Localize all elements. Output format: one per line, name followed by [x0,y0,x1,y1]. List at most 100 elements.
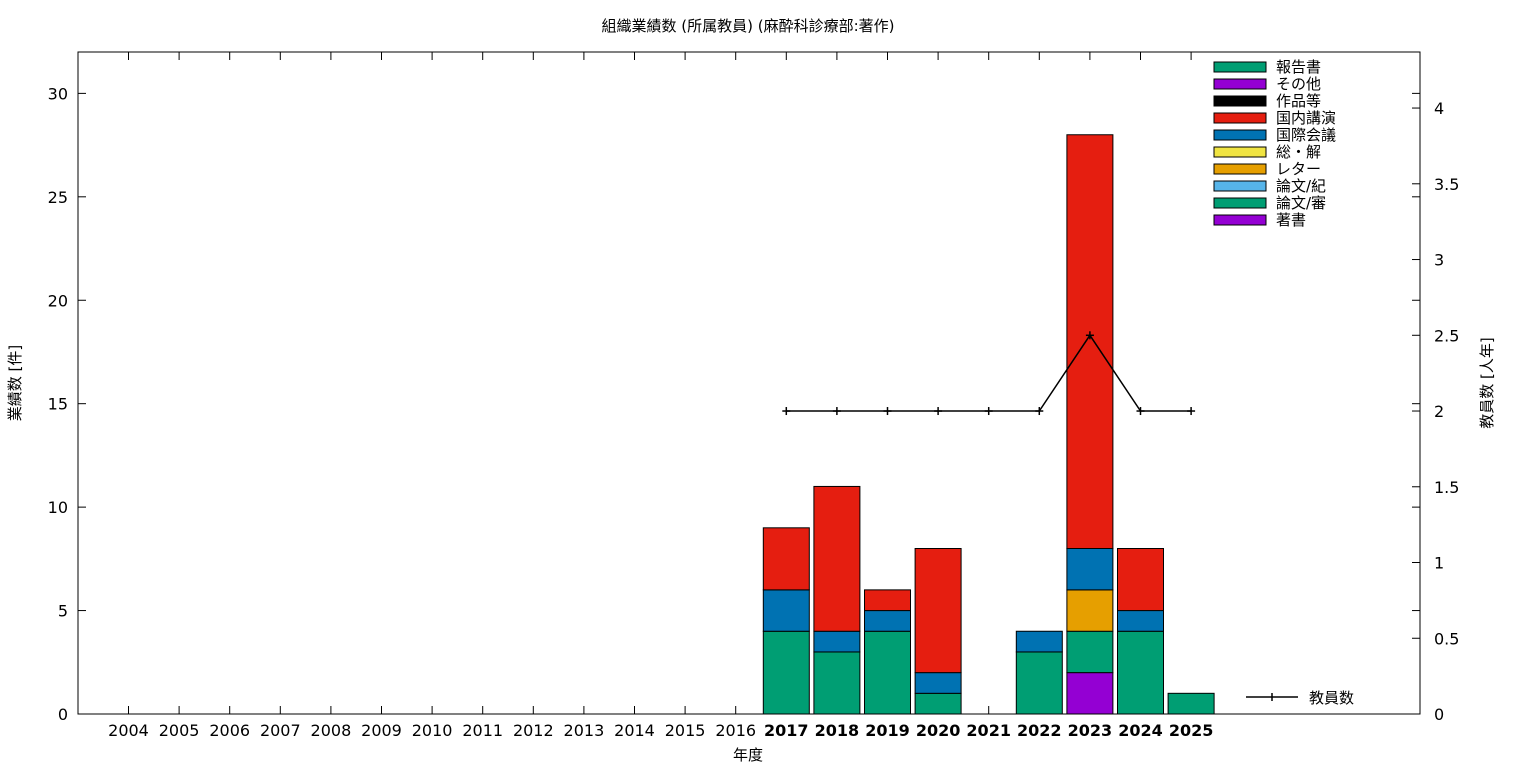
legend-swatch [1213,61,1267,73]
line-point [1136,407,1145,416]
legend-swatch [1213,197,1267,209]
legend-item: 報告書 [1213,58,1321,76]
bar-segment [914,672,962,694]
x-tick-label: 2025 [1169,721,1214,740]
x-axis-title: 年度 [733,746,763,764]
y2-tick-label: 1 [1434,554,1444,573]
legend-label: 作品等 [1276,92,1321,110]
bar-segment [1066,672,1114,715]
bar-segment [914,548,962,674]
bar-segment [1066,589,1114,632]
legend-label: その他 [1276,75,1321,93]
y-tick-label: 25 [48,188,68,207]
bar-segment [762,630,810,715]
x-tick-label: 2007 [260,721,301,740]
y-tick-label: 0 [58,705,68,724]
x-tick-label: 2024 [1118,721,1163,740]
x-tick-label: 2023 [1068,721,1113,740]
line-point [984,407,993,416]
bar-segment [1117,548,1164,612]
legend-label: 報告書 [1276,58,1321,76]
legend-label: 論文/審 [1276,194,1326,212]
y2-tick-label: 3.5 [1434,175,1459,194]
bar-segment [762,589,810,632]
y2-axis-ticks: 0 0.5 1 1.5 2 2.5 3 3.5 4 [1412,99,1459,724]
line-point [883,407,892,416]
bar-segment [864,589,911,612]
legend-label: 国際会議 [1276,126,1336,144]
y-axis-ticks: 0 5 10 15 20 25 30 [48,84,1420,724]
x-tick-label: 2020 [916,721,961,740]
x-tick-label: 2006 [209,721,250,740]
y2-tick-label: 4 [1434,99,1444,118]
legend-item: 国内講演 [1213,109,1336,127]
bar-segment [813,630,861,653]
y-axis-title: 業績数 [件] [6,345,24,421]
legend-label-line: 教員数 [1309,689,1354,707]
x-tick-label: 2004 [108,721,149,740]
bar-segment [1015,651,1063,715]
x-tick-label: 2009 [361,721,402,740]
x-tick-label: 2005 [159,721,200,740]
x-tick-label: 2011 [462,721,503,740]
bar-segment [864,610,911,632]
x-tick-label: 2015 [665,721,706,740]
x-tick-label: 2012 [513,721,554,740]
y-tick-label: 30 [48,84,68,103]
x-tick-label: 2017 [764,721,809,740]
bar-segment [762,527,810,591]
y2-tick-label: 3 [1434,251,1444,270]
x-tick-label: 2008 [311,721,352,740]
x-tick-label: 2019 [865,721,910,740]
y2-tick-label: 2.5 [1434,326,1459,345]
legend-item: 作品等 [1213,92,1321,110]
bars [762,134,1215,715]
line-point [1187,407,1196,416]
legend-label: 論文/紀 [1276,177,1326,195]
legend-item: 総・解 [1213,143,1321,161]
y-tick-label: 15 [48,395,68,414]
bar-segment [1167,692,1215,715]
x-tick-label: 2018 [815,721,860,740]
x-tick-label: 2010 [412,721,453,740]
legend-swatch [1213,214,1267,226]
bar-segment [1066,134,1114,549]
legend-swatch [1213,112,1267,124]
legend-label: 国内講演 [1276,109,1336,127]
chart-title: 組織業績数 (所属教員) (麻酔科診療部:著作) [602,17,895,35]
bar-segment [864,630,911,715]
legend-item: 論文/審 [1213,194,1326,212]
y-tick-label: 5 [58,602,68,621]
line-point [1035,407,1044,416]
legend-swatch [1213,78,1267,90]
y2-tick-label: 1.5 [1434,478,1459,497]
legend-label: 総・解 [1276,143,1321,161]
bar-segment [1117,630,1164,715]
x-tick-label: 2014 [614,721,655,740]
x-tick-label: 2021 [966,721,1011,740]
y2-tick-label: 0 [1434,705,1444,724]
x-tick-label: 2022 [1017,721,1062,740]
x-axis-ticks: 2004 2005 2006 2007 2008 2009 2010 2011 2012 2013… [108,52,1213,740]
bar-segment [813,651,861,715]
line-path [786,333,1192,412]
y2-tick-label: 2 [1434,402,1444,421]
bar-segment [813,485,861,632]
bar-segment [1066,548,1114,591]
y-tick-label: 10 [48,498,68,517]
y2-axis-title: 教員数 [人年] [1478,337,1496,428]
line-point [832,407,841,416]
legend-label: レター [1276,160,1321,178]
legend-item: その他 [1213,75,1321,93]
legend-swatch [1213,180,1267,192]
x-tick-label: 2013 [564,721,605,740]
bar-segment [914,692,962,715]
legend-swatch [1213,146,1267,158]
legend-swatch [1213,129,1267,141]
legend-item: 国際会議 [1213,126,1336,144]
legend-swatch [1213,95,1267,107]
line-series [782,331,1196,416]
bar-segment [1117,610,1164,632]
